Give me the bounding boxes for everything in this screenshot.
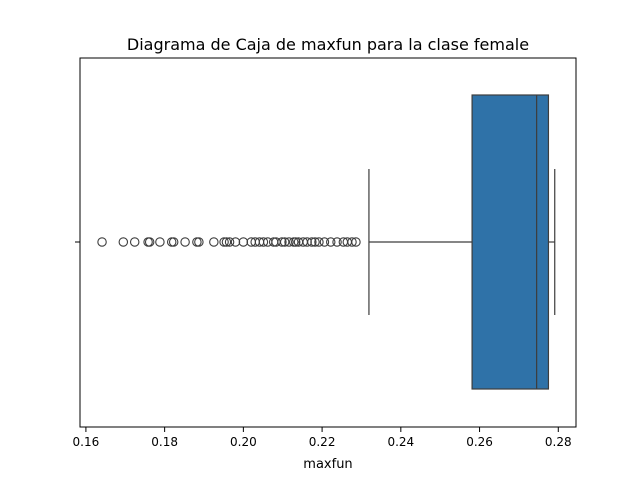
x-tick-label: 0.18 bbox=[151, 435, 178, 449]
outlier-point bbox=[144, 237, 155, 247]
x-tick-label: 0.16 bbox=[73, 435, 100, 449]
outlier-point bbox=[277, 237, 287, 247]
outlier-point bbox=[192, 237, 202, 247]
outlier-point bbox=[224, 237, 235, 247]
outlier-point bbox=[209, 237, 219, 247]
outlier-point bbox=[129, 237, 140, 247]
x-tick-label: 0.22 bbox=[309, 435, 336, 449]
outlier-point bbox=[326, 237, 336, 247]
outlier-point bbox=[155, 237, 165, 247]
x-axis-label: maxfun bbox=[303, 457, 352, 472]
outlier-point bbox=[238, 237, 249, 247]
outlier-point bbox=[279, 237, 290, 247]
outlier-point bbox=[319, 237, 330, 247]
outlier-point bbox=[219, 237, 229, 247]
outlier-point bbox=[194, 237, 204, 247]
outlier-point bbox=[97, 237, 107, 247]
outlier-point bbox=[310, 237, 320, 247]
x-tick-label: 0.20 bbox=[230, 435, 257, 449]
box-iqr bbox=[471, 94, 550, 390]
x-tick-label: 0.28 bbox=[545, 435, 572, 449]
outlier-point bbox=[351, 237, 361, 247]
outlier-point bbox=[180, 237, 190, 247]
x-axis: 0.16 0.18 0.20 0.22 0.24 0.26 0.28 bbox=[73, 427, 572, 449]
outlier-point bbox=[347, 237, 357, 247]
outlier-point bbox=[230, 237, 241, 247]
outlier-point bbox=[168, 237, 179, 247]
outlier-point bbox=[332, 237, 342, 247]
outlier-point bbox=[166, 237, 177, 247]
outlier-point bbox=[258, 237, 269, 247]
outlier-point bbox=[118, 237, 129, 247]
outlier-point bbox=[284, 237, 294, 247]
outlier-point bbox=[221, 237, 232, 247]
x-tick-label: 0.26 bbox=[466, 435, 493, 449]
outlier-point bbox=[314, 237, 324, 247]
outlier-point bbox=[290, 237, 301, 247]
chart-title: Diagrama de Caja de maxfun para la clase… bbox=[127, 35, 529, 54]
x-tick-label: 0.24 bbox=[387, 435, 414, 449]
outlier-point bbox=[307, 237, 317, 247]
plot-area bbox=[97, 94, 556, 390]
